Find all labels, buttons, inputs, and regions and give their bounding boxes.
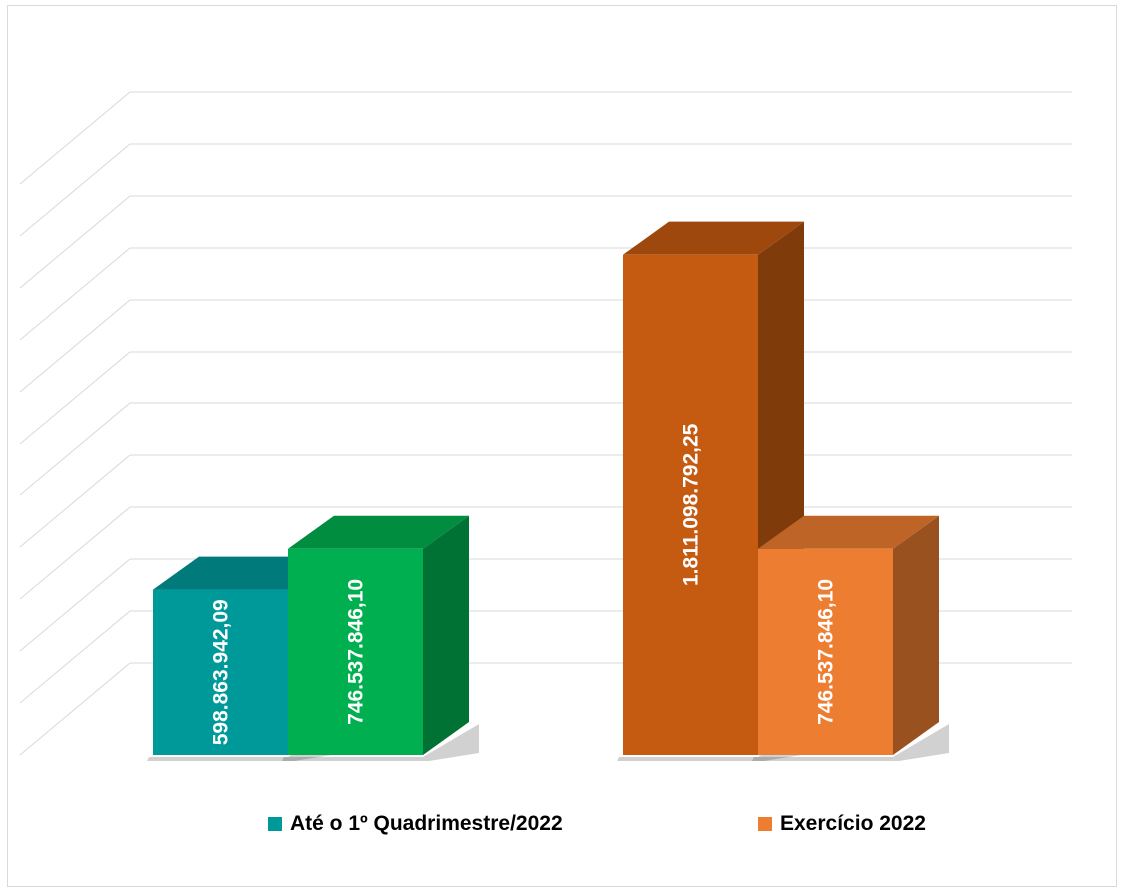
gridline-side — [19, 610, 131, 704]
bar-shadow — [147, 724, 344, 761]
chart-data-labels: 598.863.942,09 746.537.846,10 1.811.098.79… — [210, 423, 838, 745]
chart-bars — [147, 221, 949, 761]
bar-shadow — [752, 724, 949, 761]
gridline-side — [19, 247, 131, 341]
bar-top — [288, 515, 469, 549]
legend-label: Exercício 2022 — [780, 812, 926, 835]
legend-swatch-orange — [758, 817, 772, 831]
bar-side — [893, 515, 939, 755]
legend-swatch-teal — [268, 817, 282, 831]
gridline-side — [19, 143, 131, 237]
bar-top — [623, 221, 804, 255]
bar — [288, 548, 423, 755]
gridline-side — [19, 454, 131, 548]
gridline-side — [19, 662, 131, 756]
bar-chart: 598.863.942,09 746.537.846,10 1.811.098.79… — [19, 91, 1072, 761]
gridline-side — [19, 506, 131, 600]
gridline-side — [19, 299, 131, 393]
bar — [153, 589, 288, 755]
chart-legend: Até o 1º Quadrimestre/2022 Exercício 202… — [0, 812, 1124, 842]
gridline-side — [19, 558, 131, 652]
bar — [758, 548, 893, 755]
gridline-side — [19, 91, 131, 185]
bar-value-label: 746.537.846,10 — [345, 579, 368, 725]
bar-value-label: 598.863.942,09 — [210, 599, 233, 745]
legend-item-quadrimestre: Até o 1º Quadrimestre/2022 — [268, 812, 563, 836]
bar — [623, 254, 758, 755]
bar-shadow — [617, 724, 814, 761]
bar-side — [423, 515, 469, 755]
legend-item-exercicio: Exercício 2022 — [758, 812, 926, 836]
bar-shadow — [282, 724, 479, 761]
bar-top — [758, 515, 939, 549]
gridline-side — [19, 351, 131, 445]
gridline-side — [19, 402, 131, 496]
gridline-side — [19, 195, 131, 289]
bar-value-label: 746.537.846,10 — [815, 579, 838, 725]
bar-value-label: 1.811.098.792,25 — [680, 423, 703, 586]
legend-label: Até o 1º Quadrimestre/2022 — [290, 812, 563, 835]
